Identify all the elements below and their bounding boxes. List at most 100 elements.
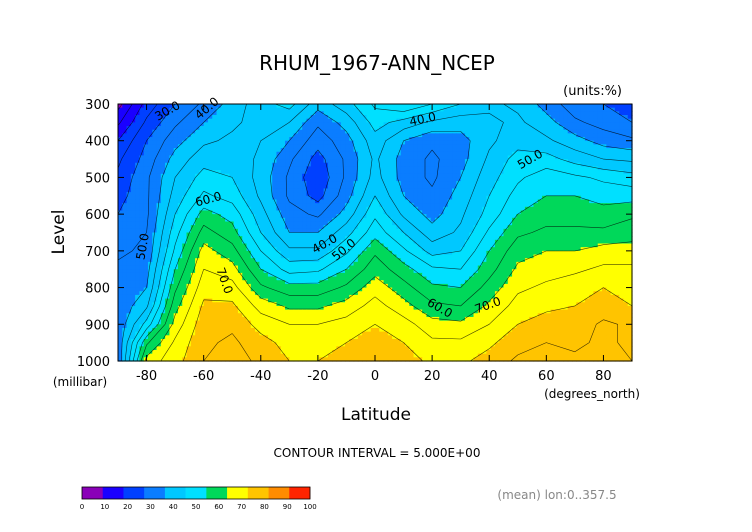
heatmap-cell (572, 195, 577, 201)
heatmap-cell (362, 159, 368, 164)
heatmap-cell (130, 173, 136, 179)
heatmap-cell (559, 122, 565, 127)
heatmap-cell (315, 195, 320, 201)
heatmap-cell (567, 214, 573, 219)
heatmap-cell (289, 148, 295, 153)
heatmap-cell (255, 126, 260, 131)
heatmap-cell (276, 159, 282, 164)
heatmap-cell (306, 115, 312, 120)
heatmap-cell (139, 126, 145, 131)
heatmap-cell (387, 104, 393, 109)
heatmap-cell (447, 239, 453, 245)
heatmap-cell (623, 155, 629, 160)
heatmap-cell (259, 177, 265, 182)
heatmap-cell (186, 159, 192, 164)
heatmap-cell (152, 210, 158, 215)
heatmap-cell (447, 247, 453, 252)
heatmap-cell (229, 126, 235, 131)
heatmap-cell (375, 159, 380, 164)
heatmap-cell (447, 173, 453, 179)
heatmap-cell (490, 118, 496, 123)
heatmap-cell (216, 228, 222, 234)
heatmap-cell (207, 250, 213, 256)
heatmap-cell (165, 181, 170, 186)
heatmap-cell (147, 225, 153, 230)
heatmap-cell (225, 236, 230, 241)
heatmap-cell (289, 111, 295, 116)
heatmap-cell (469, 192, 475, 197)
heatmap-cell (559, 137, 565, 142)
heatmap-cell (563, 148, 569, 153)
heatmap-cell (576, 239, 582, 245)
heatmap-cell (512, 170, 517, 175)
heatmap-cell (529, 111, 535, 116)
heatmap-cell (152, 115, 158, 120)
heatmap-cell (473, 228, 479, 234)
heatmap-cell (512, 184, 517, 190)
heatmap-cell (276, 155, 282, 160)
heatmap-cell (246, 129, 252, 134)
heatmap-cell (306, 243, 312, 248)
heatmap-cell (353, 126, 359, 131)
heatmap-cell (486, 118, 492, 123)
heatmap-cell (627, 217, 633, 223)
heatmap-cell (246, 236, 252, 241)
heatmap-cell (242, 133, 248, 138)
heatmap-cell (267, 133, 273, 138)
heatmap-cell (503, 217, 509, 223)
heatmap-cell (182, 228, 188, 234)
heatmap-cell (310, 137, 316, 142)
heatmap-cell (623, 184, 629, 190)
heatmap-cell (512, 228, 517, 234)
heatmap-cell (169, 239, 175, 245)
heatmap-cell (422, 225, 427, 230)
heatmap-cell (400, 137, 406, 142)
heatmap-cell (537, 181, 543, 186)
heatmap-cell (533, 217, 539, 223)
heatmap-cell (546, 115, 552, 120)
heatmap-cell (362, 107, 368, 112)
heatmap-cell (169, 170, 175, 175)
heatmap-cell (447, 217, 453, 223)
heatmap-cell (357, 188, 363, 193)
heatmap-cell (614, 181, 620, 186)
heatmap-cell (229, 170, 235, 175)
heatmap-cell (182, 166, 188, 171)
heatmap-cell (130, 166, 136, 171)
heatmap-cell (255, 239, 260, 245)
heatmap-cell (177, 210, 183, 215)
heatmap-cell (490, 111, 496, 116)
heatmap-cell (315, 250, 320, 256)
heatmap-cell (482, 221, 487, 226)
heatmap-cell (567, 225, 573, 230)
heatmap-cell (323, 228, 329, 234)
heatmap-cell (542, 247, 547, 252)
heatmap-cell (130, 254, 136, 259)
heatmap-cell (623, 225, 629, 230)
heatmap-cell (379, 188, 385, 193)
heatmap-cell (576, 129, 582, 134)
heatmap-cell (580, 107, 586, 112)
heatmap-cell (310, 151, 316, 156)
heatmap-cell (126, 210, 132, 215)
heatmap-cell (285, 210, 290, 215)
heatmap-cell (186, 118, 192, 123)
heatmap-cell (559, 243, 565, 248)
heatmap-cell (614, 170, 620, 175)
heatmap-cell (336, 239, 342, 245)
heatmap-cell (280, 159, 286, 164)
heatmap-cell (567, 118, 573, 123)
heatmap-cell (122, 184, 128, 190)
heatmap-cell (593, 195, 599, 201)
heatmap-cell (177, 239, 183, 245)
heatmap-cell (520, 184, 526, 190)
heatmap-cell (160, 151, 166, 156)
heatmap-cell (387, 232, 393, 237)
heatmap-cell (512, 217, 517, 223)
heatmap-cell (152, 236, 158, 241)
heatmap-cell (422, 173, 427, 179)
heatmap-cell (340, 111, 346, 116)
heatmap-cell (473, 217, 479, 223)
heatmap-cell (212, 195, 218, 201)
heatmap-cell (456, 170, 462, 175)
